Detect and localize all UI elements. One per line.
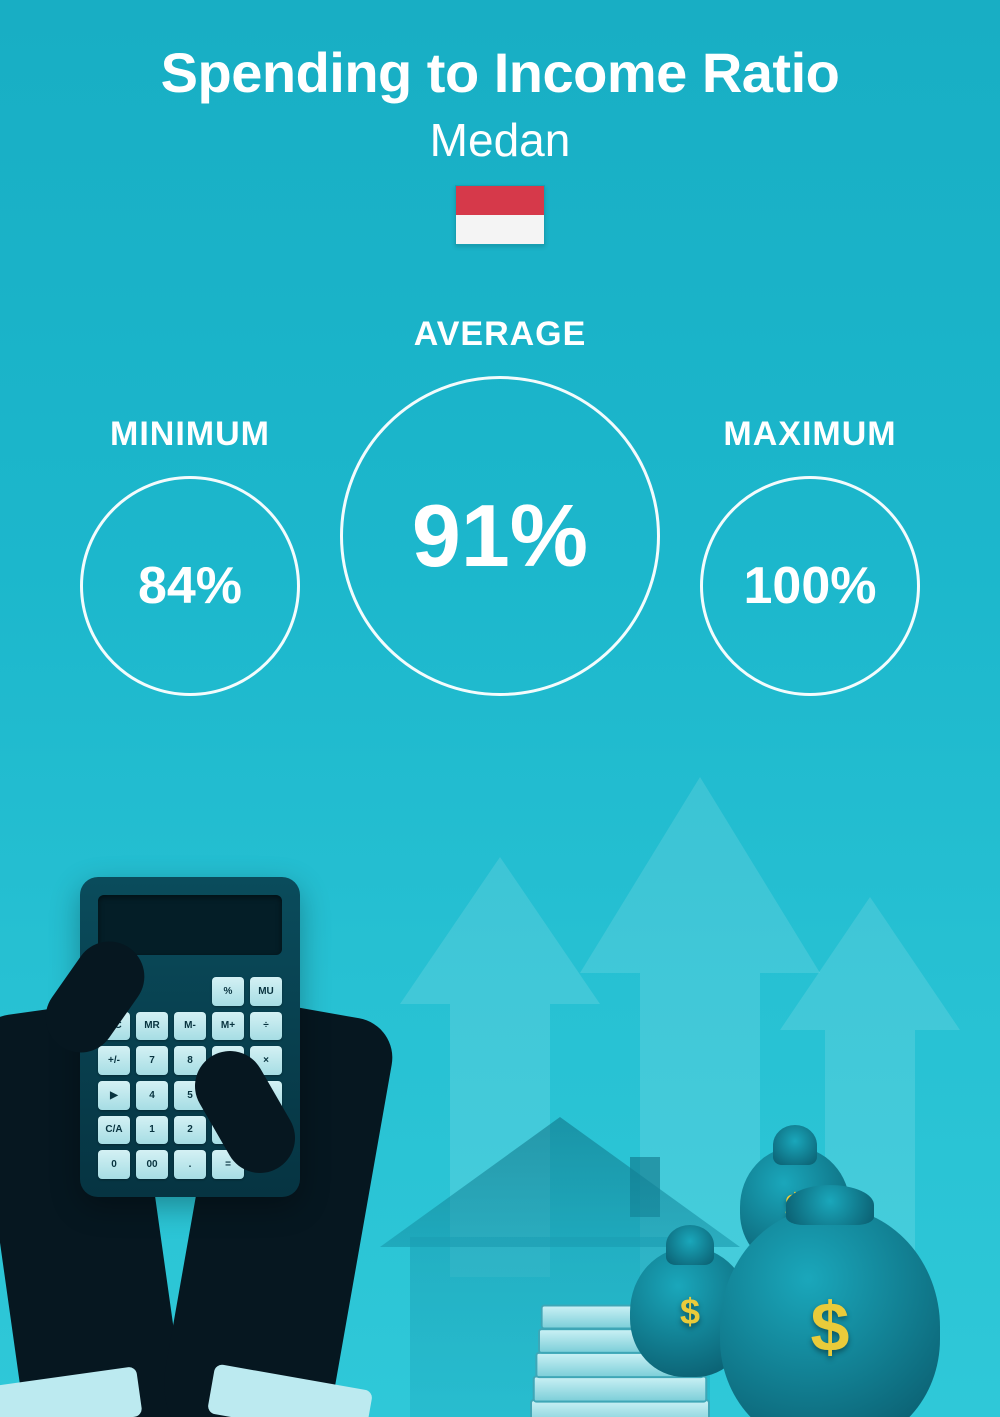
page-title: Spending to Income Ratio <box>0 40 1000 105</box>
metric-maximum: MAXIMUM 100% <box>700 415 920 696</box>
metric-maximum-circle: 100% <box>700 476 920 696</box>
metric-minimum-circle: 84% <box>80 476 300 696</box>
metric-minimum-label: MINIMUM <box>110 415 270 454</box>
metric-average-circle: 91% <box>340 376 660 696</box>
metric-average: AVERAGE 91% <box>340 315 660 696</box>
metrics-row: MINIMUM 84% AVERAGE 91% MAXIMUM 100% <box>0 315 1000 696</box>
header: Spending to Income Ratio Medan <box>0 0 1000 245</box>
metric-minimum-value: 84% <box>138 556 242 616</box>
flag-top-stripe <box>456 186 544 215</box>
indonesia-flag-icon <box>455 185 545 245</box>
page-subtitle: Medan <box>0 113 1000 167</box>
metric-maximum-label: MAXIMUM <box>723 415 896 454</box>
metric-minimum: MINIMUM 84% <box>80 415 300 696</box>
metric-maximum-value: 100% <box>744 556 877 616</box>
metric-average-label: AVERAGE <box>414 315 587 354</box>
metric-average-value: 91% <box>412 485 588 587</box>
flag-bottom-stripe <box>456 215 544 244</box>
